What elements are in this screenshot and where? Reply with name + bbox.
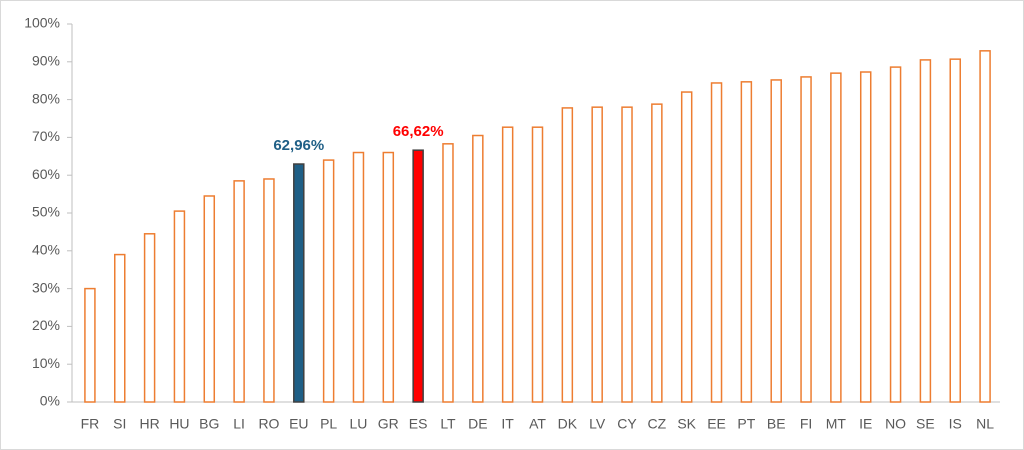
bar: [919, 59, 932, 403]
x-tick-label: AT: [529, 416, 546, 432]
y-tick-label: 30%: [32, 279, 60, 295]
bar: [114, 253, 126, 403]
bar: [84, 287, 96, 403]
x-tick-label: PT: [737, 416, 755, 432]
x-tick-label: HU: [169, 416, 189, 432]
bar: [472, 134, 484, 403]
y-tick-label: 100%: [24, 15, 60, 31]
bar: [233, 180, 245, 403]
x-tick-label: BE: [767, 416, 786, 432]
bar: [710, 82, 723, 403]
x-tick-label: ES: [409, 416, 428, 432]
data-label: 66,62%: [393, 123, 444, 140]
bar: [621, 106, 633, 403]
x-tick-label: NO: [885, 416, 906, 432]
bar: [501, 126, 514, 403]
x-tick-label: SE: [916, 416, 935, 432]
data-label: 62,96%: [273, 137, 324, 154]
bar: [531, 126, 544, 403]
y-tick-label: 10%: [32, 355, 60, 371]
x-tick-label: LU: [350, 416, 368, 432]
x-tick-label: LV: [589, 416, 606, 432]
x-tick-label: IT: [501, 416, 514, 432]
bar: [382, 151, 395, 403]
x-tick-label: MT: [826, 416, 847, 432]
bar: [561, 107, 574, 403]
bar: [770, 79, 782, 403]
x-tick-label: RO: [258, 416, 279, 432]
y-tick-label: 50%: [32, 204, 60, 220]
y-tick-label: 20%: [32, 317, 60, 333]
x-tick-label: IS: [949, 416, 962, 432]
x-tick-label: CY: [617, 416, 637, 432]
bar: [293, 163, 305, 403]
x-tick-label: HR: [139, 416, 159, 432]
x-tick-label: SI: [113, 416, 126, 432]
bar: [173, 210, 186, 403]
y-tick-label: 70%: [32, 128, 60, 144]
bar: [830, 72, 842, 403]
bar: [203, 195, 216, 403]
bar: [800, 76, 812, 403]
y-tick-label: 90%: [32, 53, 60, 69]
x-tick-label: SK: [677, 416, 696, 432]
bar: [352, 151, 365, 403]
bar: [591, 106, 603, 403]
bar: [322, 159, 335, 403]
bar: [859, 71, 872, 403]
bar: [143, 233, 156, 403]
x-tick-label: FR: [81, 416, 100, 432]
x-tick-label: BG: [199, 416, 219, 432]
x-tick-label: DE: [468, 416, 487, 432]
bar: [263, 178, 275, 403]
bar: [651, 103, 663, 403]
x-tick-label: EU: [289, 416, 308, 432]
bar: [442, 143, 454, 403]
x-tick-label: LI: [233, 416, 245, 432]
bar: [979, 50, 991, 403]
bar: [949, 58, 961, 403]
x-tick-label: DK: [558, 416, 578, 432]
x-tick-label: EE: [707, 416, 726, 432]
x-tick-label: FI: [800, 416, 812, 432]
bar: [412, 149, 424, 403]
bar: [889, 66, 902, 403]
y-tick-label: 40%: [32, 242, 60, 258]
y-tick-label: 60%: [32, 166, 60, 182]
bar: [740, 81, 753, 403]
x-tick-label: CZ: [648, 416, 667, 432]
x-tick-label: GR: [378, 416, 399, 432]
x-tick-label: PL: [320, 416, 337, 432]
x-tick-label: IE: [859, 416, 872, 432]
y-tick-label: 80%: [32, 90, 60, 106]
bar: [680, 91, 693, 403]
y-tick-label: 0%: [40, 393, 60, 409]
x-tick-label: LT: [440, 416, 456, 432]
x-tick-label: NL: [976, 416, 994, 432]
